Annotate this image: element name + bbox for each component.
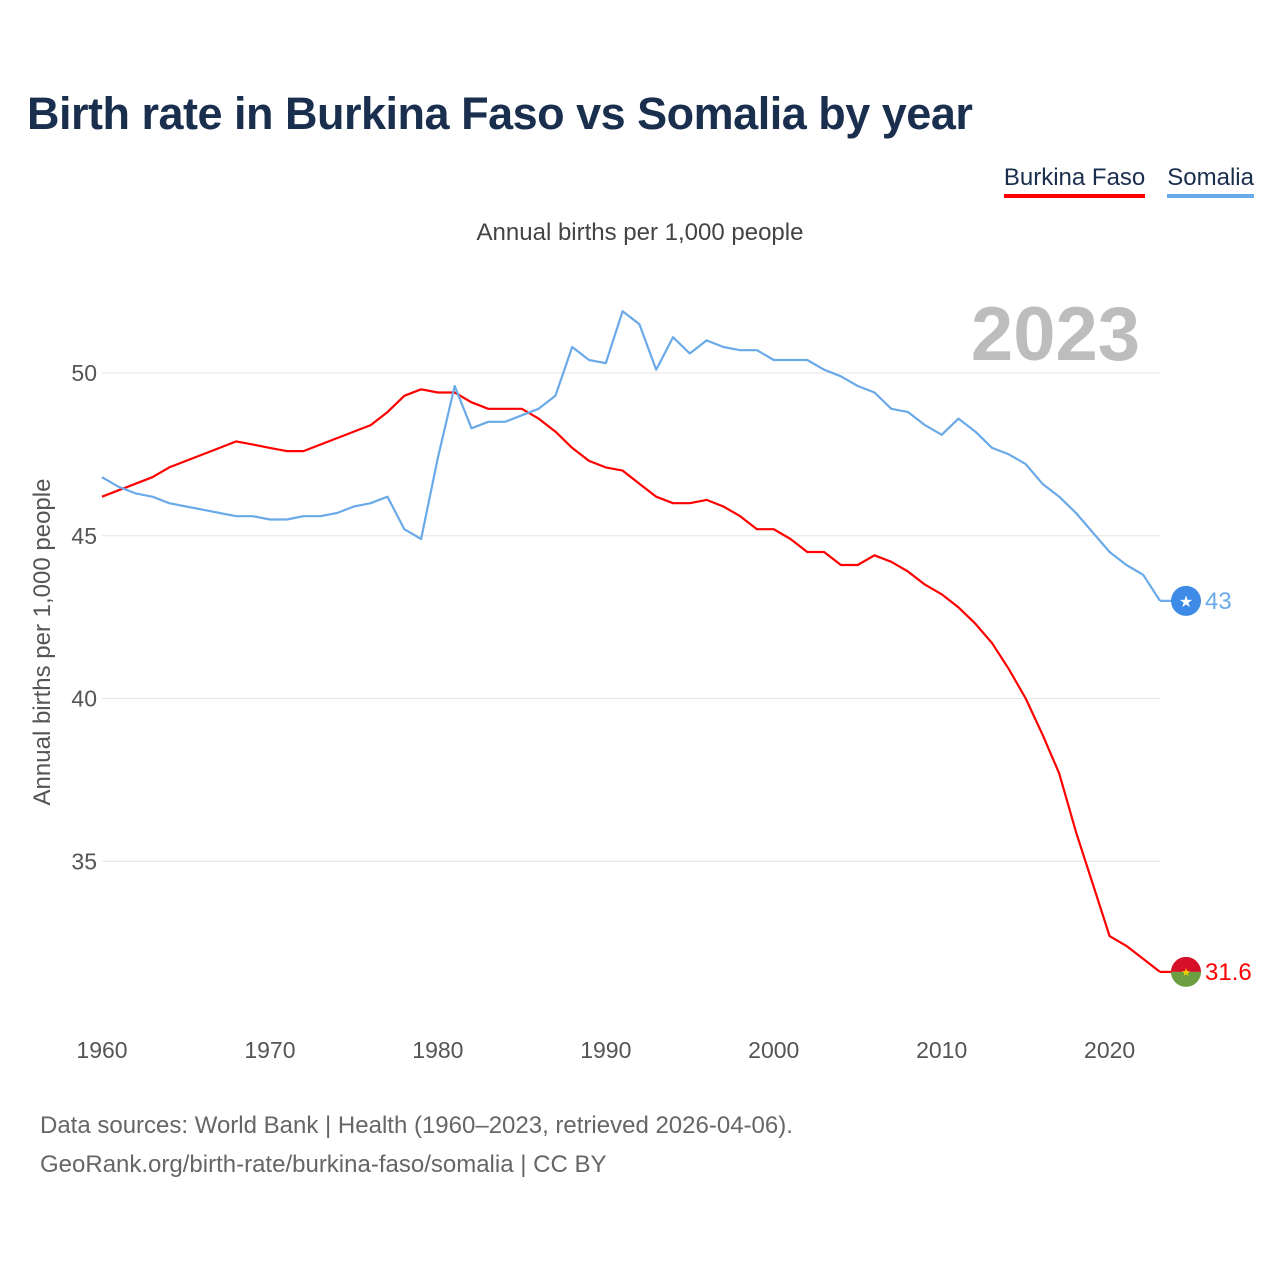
legend: Burkina Faso Somalia [1003, 164, 1254, 198]
x-tick-label: 1990 [580, 1037, 631, 1063]
x-tick-label: 1980 [412, 1037, 463, 1063]
series-line-burkina-faso[interactable] [101, 388, 1161, 973]
legend-item-burkina-faso[interactable]: Burkina Faso [1003, 164, 1146, 198]
series-end-markers: ★ 31.6 ★ 43 [1160, 585, 1252, 987]
x-tick-label: 1960 [76, 1037, 127, 1063]
end-value-label-burkina-faso: 31.6 [1205, 959, 1252, 986]
svg-text:★: ★ [1181, 966, 1191, 979]
source-line-2[interactable]: GeoRank.org/birth-rate/burkina-faso/soma… [40, 1151, 607, 1178]
y-tick-label: 35 [71, 848, 97, 874]
line-chart: Annual births per 1,000 people Annual bi… [29, 219, 1252, 1063]
x-tick-label: 1970 [244, 1037, 295, 1063]
svg-text:★: ★ [1179, 592, 1193, 611]
end-value-label-somalia: 43 [1205, 588, 1232, 615]
y-axis-label: Annual births per 1,000 people [29, 479, 56, 806]
y-tick-label: 50 [71, 360, 97, 386]
x-tick-label: 2010 [916, 1037, 967, 1063]
flag-icon-somalia: ★ [1171, 585, 1201, 616]
gridlines [102, 372, 1160, 862]
year-watermark: 2023 [971, 292, 1140, 377]
chart-subtitle: Annual births per 1,000 people [477, 219, 804, 246]
flag-icon-burkina-faso: ★ [1171, 956, 1201, 987]
source-note: Data sources: World Bank | Health (1960–… [40, 1106, 793, 1184]
chart-title: Birth rate in Burkina Faso vs Somalia by… [27, 88, 973, 139]
y-axis-ticks: 35 40 45 50 [71, 360, 97, 874]
x-tick-label: 2000 [748, 1037, 799, 1063]
legend-item-somalia[interactable]: Somalia [1167, 164, 1254, 198]
y-tick-label: 40 [71, 686, 97, 712]
y-tick-label: 45 [71, 523, 97, 549]
source-line-1: Data sources: World Bank | Health (1960–… [40, 1112, 793, 1139]
x-axis-ticks: 1960 1970 1980 1990 2000 2010 2020 [76, 1037, 1135, 1063]
x-tick-label: 2020 [1084, 1037, 1135, 1063]
series-line-somalia[interactable] [101, 310, 1161, 602]
series-lines [101, 310, 1161, 973]
